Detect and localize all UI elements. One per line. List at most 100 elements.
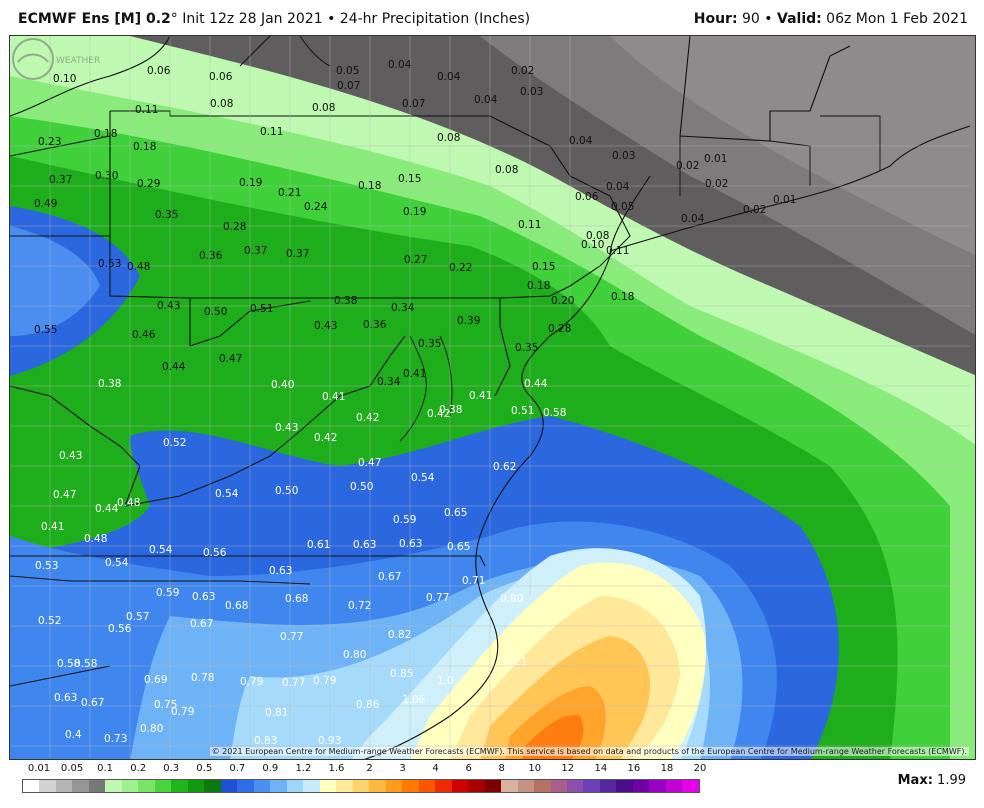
legend-color-swatch (599, 780, 617, 792)
precip-value-label: 0.44 (524, 378, 548, 390)
precip-value-label: 0.80 (500, 593, 523, 605)
valid-value: 06z Mon 1 Feb 2021 (821, 11, 968, 27)
precip-value-label: 0.18 (133, 141, 156, 153)
precip-value-label: 0.58 (543, 407, 566, 419)
precip-value-label: 0.48 (117, 497, 140, 509)
legend-color-swatch (237, 780, 254, 792)
legend-color-swatch (484, 780, 502, 792)
precip-value-label: 0.18 (358, 180, 381, 192)
precip-value-label: 0.27 (404, 254, 427, 266)
legend-color-swatch (501, 780, 518, 792)
precip-value-label: 0.21 (278, 187, 301, 199)
precip-value-label: 0.38 (334, 295, 357, 307)
precip-value-label: 0.71 (462, 575, 485, 587)
precip-value-label: 0.63 (269, 565, 292, 577)
logo-text: WEATHERBELL (56, 56, 100, 66)
legend-color-swatch (665, 780, 683, 792)
legend-color-swatch (534, 780, 551, 792)
legend-color-swatch (352, 780, 370, 792)
precip-value-label: 0.18 (611, 291, 634, 303)
precip-value-label: 0.77 (282, 677, 305, 689)
precip-value-label: 0.07 (402, 98, 425, 110)
precip-value-label: 0.43 (157, 300, 180, 312)
precip-value-label: 0.05 (336, 65, 359, 77)
precip-value-label: 0.42 (314, 432, 337, 444)
precip-value-label: 0.81 (265, 707, 288, 719)
precip-value-label: 0.37 (244, 245, 267, 257)
legend-color-swatch (187, 780, 205, 792)
legend-tick-label: 1.6 (328, 763, 345, 774)
precip-value-label: 0.86 (356, 699, 380, 711)
legend-color-bar (22, 779, 700, 793)
legend-color-swatch (204, 780, 221, 792)
valid-label: Valid: (777, 11, 822, 27)
precip-value-label: 0.02 (676, 160, 699, 172)
precip-value-label: 0.11 (135, 104, 158, 116)
legend-tick-label: 12 (561, 763, 575, 774)
precip-value-label: 0.20 (551, 295, 574, 307)
precip-value-label: 0.02 (743, 204, 766, 216)
color-scale-legend: 0.01 0.05 0.1 0.2 0.3 0.5 0.7 0.9 1.2 1.6 2 3 4 6 8 10 1… (22, 763, 722, 803)
precip-value-label: 0.83 (254, 735, 277, 747)
precip-value-label: 0.44 (95, 503, 119, 515)
precip-value-label: 0.06 (575, 191, 599, 203)
precip-value-label: 0.38 (439, 404, 462, 416)
precip-value-label: 0.40 (271, 379, 294, 391)
valid-time-info: Hour: 90 • Valid: 06z Mon 1 Feb 2021 (694, 11, 968, 27)
copyright-notice: © 2021 European Centre for Medium-range … (209, 747, 969, 756)
precip-value-label: 0.73 (104, 733, 127, 745)
precip-value-label: 0.47 (53, 489, 76, 501)
precip-value-label: 0.19 (239, 177, 262, 189)
map-title: ECMWF Ens [M] 0.2° Init 12z 28 Jan 2021 … (18, 11, 530, 27)
legend-color-swatch (418, 780, 436, 792)
precip-value-label: 0.63 (54, 692, 77, 704)
legend-color-swatch (303, 780, 320, 792)
legend-color-swatch (154, 780, 172, 792)
legend-color-swatch (682, 780, 699, 792)
precip-value-label: 0.80 (343, 649, 366, 661)
precipitation-map: 0.10 0.06 0.06 0.05 0.04 0.04 0.02 0.07 0.07 0.03… (9, 35, 976, 760)
precip-value-label: 0.59 (156, 587, 179, 599)
legend-color-swatch (121, 780, 139, 792)
precip-value-label: 0.67 (378, 571, 401, 583)
legend-color-swatch (583, 780, 600, 792)
sc-nc-border (10, 665, 111, 687)
precip-value-label: 0.68 (285, 593, 308, 605)
precip-value-label: 0.42 (427, 408, 450, 420)
precip-value-label: 0.42 (356, 412, 379, 424)
legend-tick-label: 14 (594, 763, 608, 774)
legend-tick-label: 0.5 (196, 763, 213, 774)
precip-value-label: 0.54 (215, 488, 239, 500)
precip-value-label: 0.61 (307, 539, 330, 551)
precip-value-label: 0.04 (474, 94, 498, 106)
precip-value-label: 0.22 (449, 262, 472, 274)
precip-value-label: 0.65 (447, 541, 470, 553)
precip-value-label: 0.82 (388, 629, 411, 641)
precip-value-label: 0.58 (74, 658, 97, 670)
precip-blue-west-inner (10, 226, 100, 336)
precip-value-label: 0.56 (203, 547, 227, 559)
precip-value-label: 0.52 (38, 615, 61, 627)
precip-value-label: 0.08 (210, 98, 233, 110)
precip-value-label: 0.46 (132, 329, 156, 341)
precip-value-label: 0.53 (98, 258, 121, 270)
precip-value-label: 0.79 (240, 676, 263, 688)
legend-color-swatch (105, 780, 122, 792)
precip-value-label: 0.65 (444, 507, 467, 519)
legend-tick-label: 0.1 (97, 763, 114, 774)
precip-value-label: 0.41 (41, 521, 64, 533)
precip-value-label: 0.11 (518, 219, 541, 231)
field-name: 24-hr Precipitation (Inches) (339, 11, 531, 27)
precip-value-label: 0.56 (108, 623, 132, 635)
title-separator: • (322, 11, 340, 27)
hour-label: Hour: (693, 11, 738, 27)
precip-value-label: 0.44 (162, 361, 186, 373)
precip-value-label: 0.93 (318, 735, 341, 747)
precip-value-label: 0.08 (437, 132, 460, 144)
precip-value-label: 0.63 (399, 538, 422, 550)
legend-tick-label: 0.3 (163, 763, 180, 774)
precip-value-label: 0.38 (98, 378, 121, 390)
precip-value-label: 0.30 (95, 170, 118, 182)
precip-value-label: 0.01 (704, 153, 727, 165)
precip-value-label: 0.67 (190, 618, 213, 630)
